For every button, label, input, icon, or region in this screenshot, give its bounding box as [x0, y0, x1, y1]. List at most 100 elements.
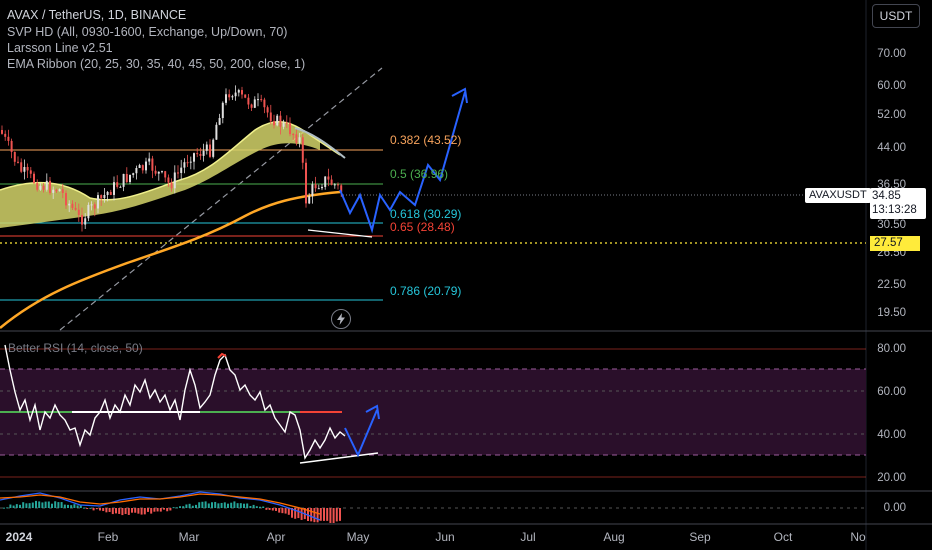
- candle-body: [199, 153, 202, 156]
- candle-body: [212, 139, 215, 157]
- candle-body: [173, 172, 176, 189]
- rsi-tick: 40.00: [877, 429, 906, 441]
- macd-bar: [281, 508, 284, 514]
- macd-bar: [211, 502, 213, 508]
- time-month: Jul: [520, 530, 536, 544]
- rsi-title[interactable]: Better RSI (14, close, 50): [8, 341, 143, 355]
- indicator-larsson[interactable]: Larsson Line v2.51: [7, 41, 113, 55]
- macd-bar: [25, 503, 28, 508]
- candle-body: [205, 144, 208, 151]
- macd-bar: [51, 503, 53, 508]
- candle-body: [61, 189, 64, 193]
- price-tick: 30.50: [877, 219, 906, 231]
- candle-body: [23, 167, 26, 172]
- candle-body: [161, 171, 163, 173]
- fib-label-0786: 0.786 (20.79): [390, 284, 462, 298]
- candle-body: [257, 99, 259, 101]
- macd-bar: [255, 506, 258, 508]
- candle-body: [263, 99, 266, 108]
- symbol-title[interactable]: AVAX / TetherUS, 1D, BINANCE: [7, 8, 187, 22]
- macd-bar: [271, 508, 274, 511]
- candle-body: [317, 188, 320, 190]
- lightning-icon[interactable]: [331, 309, 351, 329]
- fib-label-065: 0.65 (28.48): [390, 220, 455, 234]
- macd-bar: [92, 508, 95, 511]
- macd-bar: [102, 508, 105, 512]
- rsi-overbought-mark: [217, 352, 227, 359]
- candle-body: [308, 196, 311, 204]
- price-divergence-line: [307, 229, 373, 238]
- rsi-projection: [344, 409, 378, 458]
- macd-bar: [297, 508, 300, 519]
- macd-bar: [275, 508, 277, 511]
- macd-bar: [99, 508, 101, 511]
- candle-body: [29, 170, 32, 174]
- indicator-ema-ribbon[interactable]: EMA Ribbon (20, 25, 30, 35, 40, 45, 50, …: [7, 57, 306, 71]
- last-price-value: 34.85: [872, 190, 901, 202]
- macd-bar: [73, 504, 76, 508]
- macd-bar: [249, 506, 252, 508]
- candle-body: [58, 189, 61, 192]
- macd-bar: [54, 501, 57, 508]
- rsi-tick: 80.00: [877, 343, 906, 355]
- candle-body: [103, 194, 106, 198]
- macd-bar: [262, 506, 265, 508]
- candle-body: [225, 94, 227, 103]
- macd-bar: [159, 508, 162, 512]
- macd-bar: [335, 508, 338, 522]
- macd-bar: [83, 507, 85, 509]
- currency-button[interactable]: USDT: [872, 4, 920, 28]
- dashed-trendline: [59, 67, 383, 331]
- candle-body: [90, 204, 93, 206]
- candle-body: [26, 167, 29, 171]
- macd-bar: [63, 504, 66, 508]
- macd-bar: [236, 503, 239, 508]
- price-tick: 44.00: [877, 142, 906, 154]
- candle-body: [129, 174, 131, 183]
- indicator-svp[interactable]: SVP HD (All, 0930-1600, Exchange, Up/Dow…: [7, 25, 288, 39]
- macd-bar: [163, 508, 165, 510]
- candle-body: [177, 172, 179, 174]
- macd-bar: [12, 505, 15, 508]
- candle-body: [279, 115, 282, 127]
- candle-body: [20, 162, 23, 172]
- macd-bar: [156, 508, 159, 512]
- candle-body: [55, 189, 58, 192]
- candle-body: [250, 104, 253, 108]
- candle-body: [337, 184, 339, 186]
- candle-body: [260, 99, 263, 101]
- candle-body: [164, 171, 167, 178]
- time-month: No: [850, 530, 866, 544]
- macd-bar: [227, 503, 229, 508]
- macd-bar: [326, 508, 329, 521]
- macd-bar: [259, 506, 261, 508]
- projection-path: [339, 91, 466, 234]
- macd-bar: [118, 508, 121, 514]
- macd-bar: [153, 508, 156, 512]
- price-tick: 19.50: [877, 307, 906, 319]
- candle-body: [65, 192, 67, 206]
- macd-bar: [316, 508, 319, 523]
- candle-body: [138, 165, 141, 169]
- candle-body: [113, 182, 115, 195]
- candle-body: [298, 137, 301, 143]
- candle-body: [253, 99, 256, 108]
- candle-body: [183, 162, 186, 168]
- time-month: Sep: [689, 530, 711, 544]
- candle-body: [13, 151, 16, 162]
- candle-body: [33, 173, 35, 183]
- macd-bar: [291, 508, 293, 518]
- candle-body: [237, 90, 240, 93]
- price-tick: 22.50: [877, 279, 906, 291]
- macd-bar: [323, 508, 325, 521]
- macd-bar: [191, 505, 194, 508]
- candle-body: [333, 184, 336, 186]
- macd-bar: [137, 508, 140, 514]
- macd-bar: [185, 504, 188, 508]
- ema-200-line: [0, 190, 341, 329]
- candle-body: [52, 189, 55, 193]
- candle-body: [157, 171, 160, 174]
- price-tick: 52.00: [877, 109, 906, 121]
- macd-bar: [115, 508, 117, 514]
